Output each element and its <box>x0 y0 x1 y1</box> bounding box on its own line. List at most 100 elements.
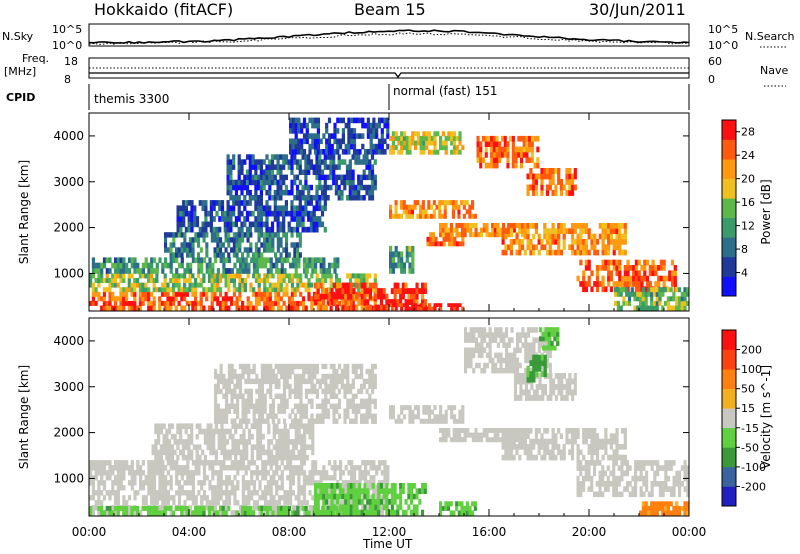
velocity-cell <box>144 505 148 511</box>
power-cell <box>623 239 627 245</box>
velocity-cell <box>336 480 340 486</box>
velocity-cell <box>255 475 259 481</box>
velocity-cell <box>114 460 118 466</box>
power-cell <box>308 257 312 264</box>
power-cell <box>607 228 611 234</box>
power-cell <box>604 228 608 234</box>
power-cell <box>341 133 345 139</box>
power-cell <box>141 287 145 293</box>
velocity-cell <box>258 418 262 424</box>
velocity-cell <box>154 444 158 450</box>
power-cell <box>127 282 131 288</box>
velocity-cell <box>304 510 308 516</box>
power-cell <box>620 275 625 282</box>
velocity-cell <box>329 378 333 385</box>
velocity-cell <box>225 413 229 419</box>
velocity-cell <box>501 428 505 433</box>
power-cell <box>294 128 298 134</box>
velocity-cell <box>333 470 337 476</box>
power-cell <box>634 286 638 293</box>
power-cell <box>302 122 307 129</box>
velocity-cell <box>325 509 329 516</box>
power-cell <box>627 300 632 306</box>
power-cell <box>216 252 220 258</box>
velocity-cell <box>163 505 167 511</box>
power-cell <box>627 291 632 297</box>
velocity-cell <box>155 470 159 476</box>
power-cell <box>246 247 250 253</box>
power-cell <box>362 278 366 283</box>
power-cell <box>243 287 247 293</box>
power-cell <box>179 221 183 228</box>
power-cell <box>177 278 181 283</box>
velocity-cell <box>363 504 367 511</box>
velocity-cell <box>311 465 315 471</box>
velocity-cell <box>157 423 161 429</box>
power-cell <box>517 152 521 158</box>
velocity-cell <box>383 475 387 481</box>
power-cell <box>386 128 390 134</box>
velocity-cell <box>400 418 404 424</box>
power-cell <box>641 305 645 311</box>
velocity-cell <box>308 423 312 429</box>
velocity-cell <box>186 460 190 466</box>
velocity-cell <box>332 413 336 419</box>
power-cell <box>209 216 213 222</box>
velocity-cell <box>368 403 372 409</box>
velocity-cell <box>444 428 448 433</box>
power-cell <box>271 282 275 288</box>
power-cell <box>573 184 577 191</box>
power-cell <box>318 205 322 212</box>
velocity-cell <box>267 444 271 450</box>
power-cell <box>341 149 345 155</box>
power-cell <box>268 179 272 186</box>
power-cell <box>393 282 397 289</box>
power-cell <box>604 249 608 256</box>
velocity-cell <box>349 509 353 516</box>
velocity-cell <box>282 373 287 380</box>
velocity-cell <box>241 505 245 511</box>
power-cell <box>234 195 238 201</box>
power-cell <box>579 259 583 266</box>
power-cell <box>91 282 95 288</box>
velocity-cell <box>458 414 462 420</box>
power-cell <box>391 131 395 137</box>
velocity-cell <box>485 332 489 338</box>
power-cell <box>227 296 231 302</box>
power-cell <box>339 138 343 145</box>
power-cell <box>347 138 351 145</box>
velocity-cell <box>464 367 468 374</box>
power-cell <box>164 257 168 264</box>
power-cell <box>334 164 338 170</box>
power-cell <box>284 210 288 217</box>
velocity-cell <box>474 362 478 369</box>
velocity-cell <box>357 509 361 516</box>
power-cell <box>326 154 330 160</box>
velocity-cell <box>291 418 295 424</box>
velocity-cell <box>236 485 240 491</box>
velocity-cell <box>197 460 201 466</box>
velocity-cell <box>266 378 270 385</box>
power-cell <box>377 293 381 300</box>
velocity-cell <box>267 439 271 445</box>
power-cell <box>301 300 306 306</box>
velocity-cell <box>272 444 276 450</box>
velocity-cell <box>173 439 177 445</box>
power-cell <box>450 149 454 155</box>
power-cell <box>408 306 412 311</box>
power-cell <box>326 195 330 201</box>
power-cell <box>357 159 361 165</box>
velocity-cell <box>305 428 309 435</box>
power-cell <box>349 293 353 300</box>
power-cell <box>433 140 437 146</box>
velocity-cell <box>538 384 542 390</box>
power-cell <box>119 296 123 302</box>
velocity-cell <box>175 470 179 476</box>
velocity-cell <box>278 433 282 440</box>
power-cell <box>282 205 286 212</box>
power-cell <box>237 169 241 175</box>
velocity-cell <box>91 495 95 501</box>
power-cell <box>288 278 292 283</box>
velocity-cell <box>358 465 362 471</box>
power-cell <box>623 228 627 234</box>
